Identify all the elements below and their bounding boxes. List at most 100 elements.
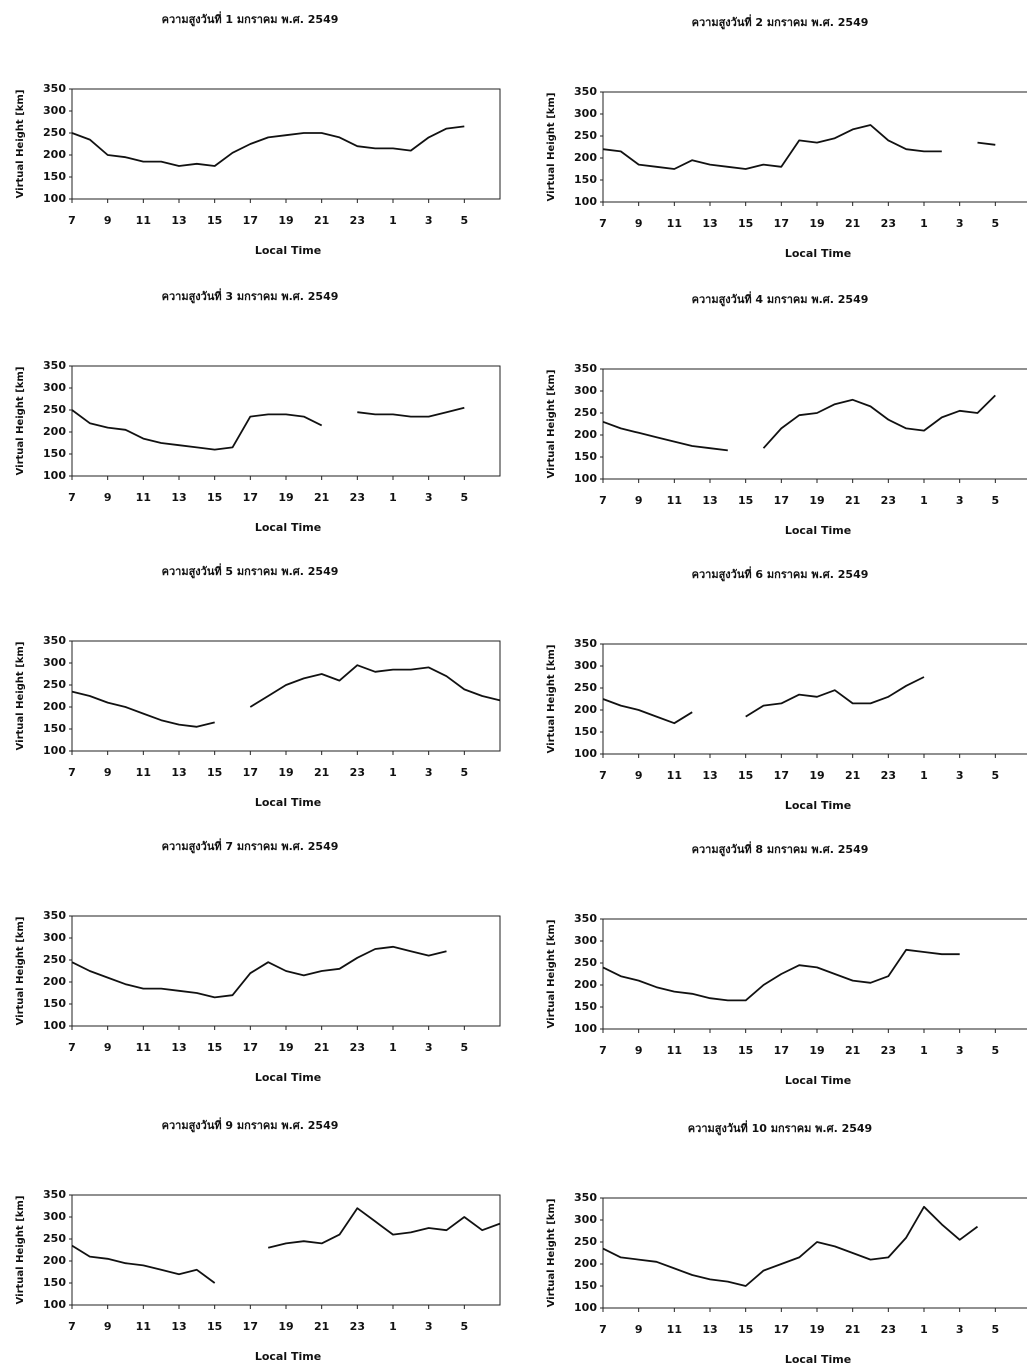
x-tick-label: 23	[881, 1044, 896, 1057]
x-tick-label: 9	[635, 1044, 643, 1057]
chart-title: ความสูงวันที่ 9 มกราคม พ.ศ. 2549	[162, 1117, 339, 1133]
x-tick-label: 3	[425, 1041, 433, 1054]
x-tick-label: 11	[667, 217, 682, 230]
y-tick-label: 200	[574, 428, 597, 441]
x-tick-label: 9	[104, 214, 112, 227]
x-tick-label: 7	[599, 1044, 607, 1057]
y-tick-label: 100	[43, 1019, 66, 1032]
x-tick-label: 5	[992, 1044, 1000, 1057]
data-line	[602, 394, 996, 452]
y-tick-label: 200	[574, 151, 597, 164]
y-tick-label: 300	[574, 934, 597, 947]
y-tick-label: 250	[574, 681, 597, 694]
x-tick-label: 19	[278, 1320, 293, 1333]
x-tick-label: 17	[774, 1044, 789, 1057]
x-axis-label: Local Time	[785, 247, 851, 260]
y-axis-label: Virtual Height [km]	[546, 920, 557, 1029]
x-tick-label: 3	[956, 217, 964, 230]
y-tick-label: 100	[43, 744, 66, 757]
x-tick-label: 17	[774, 217, 789, 230]
plot-frame	[602, 918, 1027, 1030]
y-tick-label: 150	[574, 450, 597, 463]
x-tick-label: 15	[207, 491, 222, 504]
x-tick-label: 23	[881, 769, 896, 782]
x-tick-label: 13	[702, 1323, 717, 1336]
y-tick-label: 200	[43, 425, 66, 438]
y-tick-label: 250	[574, 956, 597, 969]
x-tick-label: 5	[461, 491, 469, 504]
y-tick-label: 100	[43, 1298, 66, 1311]
x-tick-label: 17	[774, 1323, 789, 1336]
x-tick-label: 19	[809, 1044, 824, 1057]
y-tick-label: 300	[43, 1210, 66, 1223]
x-tick-label: 3	[425, 1320, 433, 1333]
x-tick-label: 15	[738, 217, 753, 230]
x-tick-label: 11	[667, 1323, 682, 1336]
x-tick-label: 13	[702, 494, 717, 507]
plot-frame	[71, 88, 501, 200]
x-axis-label: Local Time	[255, 1350, 321, 1363]
x-tick-label: 17	[243, 491, 258, 504]
y-tick-label: 350	[574, 85, 597, 98]
y-tick-label: 350	[43, 634, 66, 647]
x-tick-label: 13	[702, 217, 717, 230]
y-tick-label: 350	[43, 909, 66, 922]
x-tick-label: 5	[992, 217, 1000, 230]
x-tick-label: 7	[68, 1041, 76, 1054]
x-tick-label: 1	[920, 1323, 928, 1336]
x-tick-label: 21	[314, 214, 329, 227]
x-tick-label: 17	[243, 1041, 258, 1054]
x-tick-label: 3	[425, 214, 433, 227]
y-axis-label: Virtual Height [km]	[15, 642, 26, 751]
y-tick-label: 150	[574, 725, 597, 738]
chart-title: ความสูงวันที่ 4 มกราคม พ.ศ. 2549	[692, 291, 869, 307]
data-line	[71, 1207, 501, 1284]
y-tick-label: 100	[574, 1301, 597, 1314]
x-axis-label: Local Time	[255, 796, 321, 809]
y-axis-label: Virtual Height [km]	[546, 370, 557, 479]
y-tick-label: 200	[43, 975, 66, 988]
y-tick-label: 200	[574, 978, 597, 991]
x-tick-label: 5	[992, 769, 1000, 782]
data-line	[71, 945, 447, 999]
x-tick-label: 19	[278, 766, 293, 779]
y-tick-label: 250	[574, 406, 597, 419]
chart-title: ความสูงวันที่ 3 มกราคม พ.ศ. 2549	[162, 288, 339, 304]
x-axis-label: Local Time	[785, 799, 851, 812]
x-tick-label: 9	[635, 769, 643, 782]
x-tick-label: 9	[104, 1320, 112, 1333]
x-tick-label: 17	[243, 1320, 258, 1333]
x-axis-label: Local Time	[785, 524, 851, 537]
x-tick-label: 13	[702, 769, 717, 782]
x-tick-label: 17	[774, 494, 789, 507]
chart-title: ความสูงวันที่ 1 มกราคม พ.ศ. 2549	[162, 11, 339, 27]
x-tick-label: 11	[667, 769, 682, 782]
plot-frame	[71, 1194, 501, 1306]
y-tick-label: 150	[43, 722, 66, 735]
plot-frame	[602, 368, 1027, 480]
y-axis-label: Virtual Height [km]	[15, 1196, 26, 1305]
y-axis-label: Virtual Height [km]	[546, 645, 557, 754]
x-tick-label: 13	[171, 766, 186, 779]
data-line	[71, 406, 465, 451]
x-tick-label: 21	[314, 766, 329, 779]
x-tick-label: 9	[104, 1041, 112, 1054]
x-tick-label: 1	[389, 214, 397, 227]
x-tick-label: 3	[425, 491, 433, 504]
y-tick-label: 100	[574, 1022, 597, 1035]
y-axis-label: Virtual Height [km]	[15, 367, 26, 476]
y-tick-label: 150	[574, 1000, 597, 1013]
x-tick-label: 23	[881, 1323, 896, 1336]
y-tick-label: 350	[43, 1188, 66, 1201]
x-tick-label: 5	[461, 214, 469, 227]
x-tick-label: 17	[243, 766, 258, 779]
y-tick-label: 100	[574, 195, 597, 208]
chart-title: ความสูงวันที่ 7 มกราคม พ.ศ. 2549	[162, 838, 339, 854]
x-tick-label: 13	[171, 1041, 186, 1054]
x-tick-label: 9	[635, 1323, 643, 1336]
x-tick-label: 23	[881, 494, 896, 507]
x-tick-label: 19	[809, 1323, 824, 1336]
x-tick-label: 21	[845, 1323, 860, 1336]
x-tick-label: 19	[278, 1041, 293, 1054]
x-tick-label: 19	[278, 491, 293, 504]
